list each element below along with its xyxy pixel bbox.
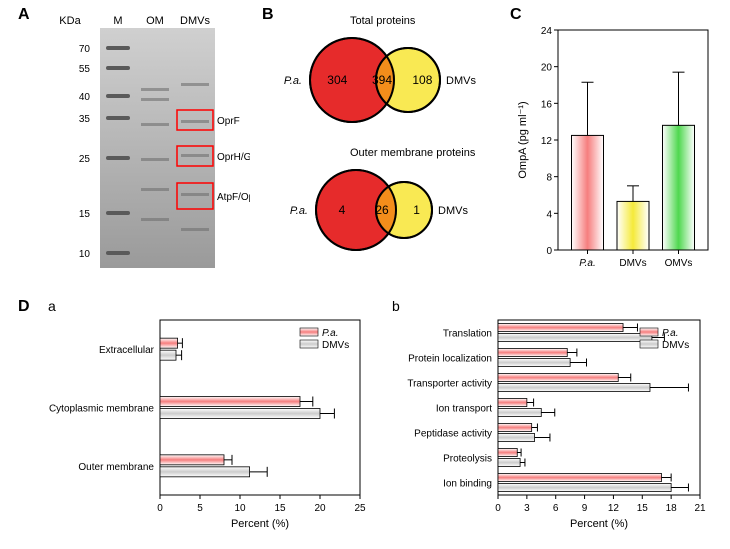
svg-text:70: 70: [79, 44, 91, 55]
svg-text:DMVs: DMVs: [446, 75, 476, 87]
svg-text:25: 25: [354, 503, 366, 514]
svg-text:KDa: KDa: [59, 15, 81, 27]
svg-text:DMVs: DMVs: [322, 340, 349, 351]
svg-text:20: 20: [541, 63, 553, 74]
svg-text:4: 4: [339, 203, 346, 217]
svg-text:12: 12: [541, 136, 553, 147]
svg-text:Translation: Translation: [443, 329, 492, 340]
svg-text:15: 15: [79, 209, 91, 220]
svg-text:OprF: OprF: [217, 116, 240, 127]
svg-text:25: 25: [79, 154, 91, 165]
panel-a-label: A: [18, 6, 30, 24]
svg-text:12: 12: [608, 503, 620, 514]
svg-text:Peptidase activity: Peptidase activity: [414, 429, 492, 440]
svg-text:20: 20: [314, 503, 326, 514]
svg-text:0: 0: [546, 246, 552, 257]
svg-text:304: 304: [327, 73, 347, 87]
svg-text:4: 4: [546, 209, 552, 220]
svg-text:18: 18: [666, 503, 678, 514]
svg-text:Total proteins: Total proteins: [350, 15, 416, 27]
svg-text:24: 24: [541, 26, 553, 37]
svg-text:DMVs: DMVs: [180, 15, 210, 27]
svg-text:3: 3: [524, 503, 530, 514]
svg-text:OM: OM: [146, 15, 164, 27]
svg-text:10: 10: [79, 249, 91, 260]
svg-text:40: 40: [79, 92, 91, 103]
svg-text:0: 0: [157, 503, 163, 514]
svg-text:5: 5: [197, 503, 203, 514]
svg-text:AtpF/OprL: AtpF/OprL: [217, 192, 250, 203]
panel-a-gel: M OM DMVs KDa 70 55 40 35 25 15 10 OprF OprH/G AtpF/O…: [30, 10, 250, 280]
svg-text:Percent (%): Percent (%): [570, 518, 628, 530]
svg-text:Transporter activity: Transporter activity: [407, 379, 492, 390]
svg-text:35: 35: [79, 114, 91, 125]
svg-text:DMVs: DMVs: [619, 258, 646, 269]
svg-text:21: 21: [694, 503, 706, 514]
svg-text:OprH/G: OprH/G: [217, 152, 250, 163]
svg-text:P.a.: P.a.: [284, 75, 302, 87]
svg-text:DMVs: DMVs: [662, 340, 689, 351]
svg-text:9: 9: [582, 503, 588, 514]
svg-text:1: 1: [413, 203, 420, 217]
svg-text:P.a.: P.a.: [290, 205, 308, 217]
svg-text:P.a.: P.a.: [322, 328, 339, 339]
panel-b-venn: Total proteins P.a. DMVs 304 394 108 Outer mem…: [260, 10, 500, 290]
svg-text:16: 16: [541, 99, 553, 110]
svg-text:Outer membrane: Outer membrane: [78, 462, 154, 473]
panel-c-chart: 0 4 8 12 16 20 24 OmpA (pg ml⁻¹) P.a. DMVs OMVs: [510, 10, 720, 290]
svg-text:OmpA (pg ml⁻¹): OmpA (pg ml⁻¹): [517, 101, 529, 178]
svg-text:Outer membrane proteins: Outer membrane proteins: [350, 147, 476, 159]
svg-text:Protein localization: Protein localization: [408, 354, 492, 365]
svg-text:108: 108: [412, 73, 432, 87]
svg-text:15: 15: [637, 503, 649, 514]
svg-text:Ion binding: Ion binding: [443, 479, 492, 490]
panel-d-a-chart: 0 5 10 15 20 25 Percent (%) Extracellular Cytopl…: [20, 300, 380, 535]
svg-text:Cytoplasmic membrane: Cytoplasmic membrane: [49, 404, 154, 415]
svg-text:26: 26: [375, 203, 389, 217]
svg-text:Percent (%): Percent (%): [231, 518, 289, 530]
svg-text:P.a.: P.a.: [579, 258, 596, 269]
svg-text:P.a.: P.a.: [662, 328, 679, 339]
panel-d-b-chart: 0 3 6 9 12 15 18 21 Percent (%) Translation Protei…: [380, 300, 720, 535]
svg-text:394: 394: [372, 73, 392, 87]
svg-text:6: 6: [553, 503, 559, 514]
svg-text:Ion transport: Ion transport: [436, 404, 492, 415]
svg-text:Proteolysis: Proteolysis: [443, 454, 492, 465]
svg-text:0: 0: [495, 503, 501, 514]
svg-text:15: 15: [274, 503, 286, 514]
svg-text:55: 55: [79, 64, 91, 75]
svg-text:8: 8: [546, 173, 552, 184]
svg-text:DMVs: DMVs: [438, 205, 468, 217]
svg-text:M: M: [113, 15, 122, 27]
svg-text:Extracellular: Extracellular: [99, 345, 155, 356]
svg-text:OMVs: OMVs: [665, 258, 693, 269]
svg-text:10: 10: [234, 503, 246, 514]
